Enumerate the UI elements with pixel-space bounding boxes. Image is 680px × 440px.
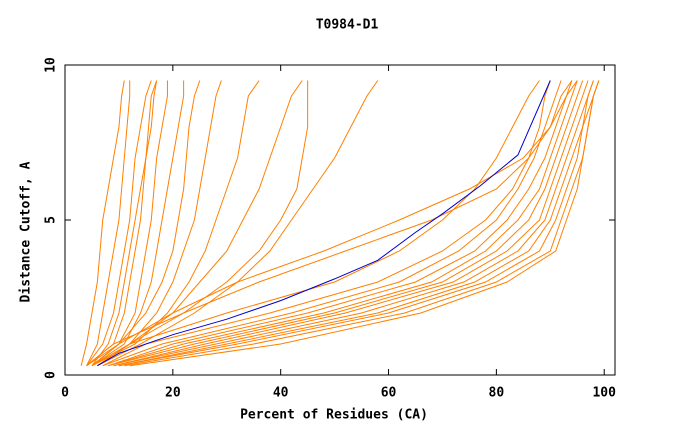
series-line	[91, 80, 168, 367]
y-tick-label: 5	[44, 216, 59, 224]
series-line	[91, 80, 222, 367]
series-line	[113, 80, 589, 367]
x-tick-label: 100	[592, 386, 616, 401]
series-line	[129, 80, 600, 367]
series-line	[102, 80, 551, 367]
series-line	[91, 80, 158, 366]
series-line	[107, 80, 573, 367]
series-line	[86, 80, 573, 367]
x-tick-label: 80	[489, 386, 505, 401]
series-line	[118, 80, 600, 367]
series-line	[97, 80, 309, 367]
series-line	[113, 80, 594, 367]
series-line	[97, 80, 551, 367]
series-line	[86, 80, 578, 367]
series-line	[86, 80, 131, 366]
chart-title: T0984-D1	[316, 18, 379, 33]
series-line	[91, 80, 185, 367]
series-line	[107, 80, 578, 367]
series-line	[91, 80, 201, 367]
x-axis-label: Percent of Residues (CA)	[240, 408, 428, 423]
x-tick-label: 40	[273, 386, 289, 401]
y-axis-label: Distance Cutoff, A	[19, 161, 34, 302]
series-line	[80, 80, 125, 366]
y-tick-label: 10	[44, 57, 59, 73]
x-tick-label: 60	[381, 386, 397, 401]
series-line	[108, 80, 584, 367]
series-line	[91, 80, 260, 367]
y-tick-label: 0	[44, 371, 59, 379]
series-line	[86, 80, 152, 366]
x-tick-label: 20	[165, 386, 181, 401]
series-line	[97, 80, 379, 367]
series-line	[102, 80, 562, 367]
series-line	[97, 80, 303, 367]
series-line	[97, 80, 540, 367]
series-line	[118, 80, 594, 367]
series-line	[86, 80, 158, 367]
x-tick-label: 0	[61, 386, 69, 401]
